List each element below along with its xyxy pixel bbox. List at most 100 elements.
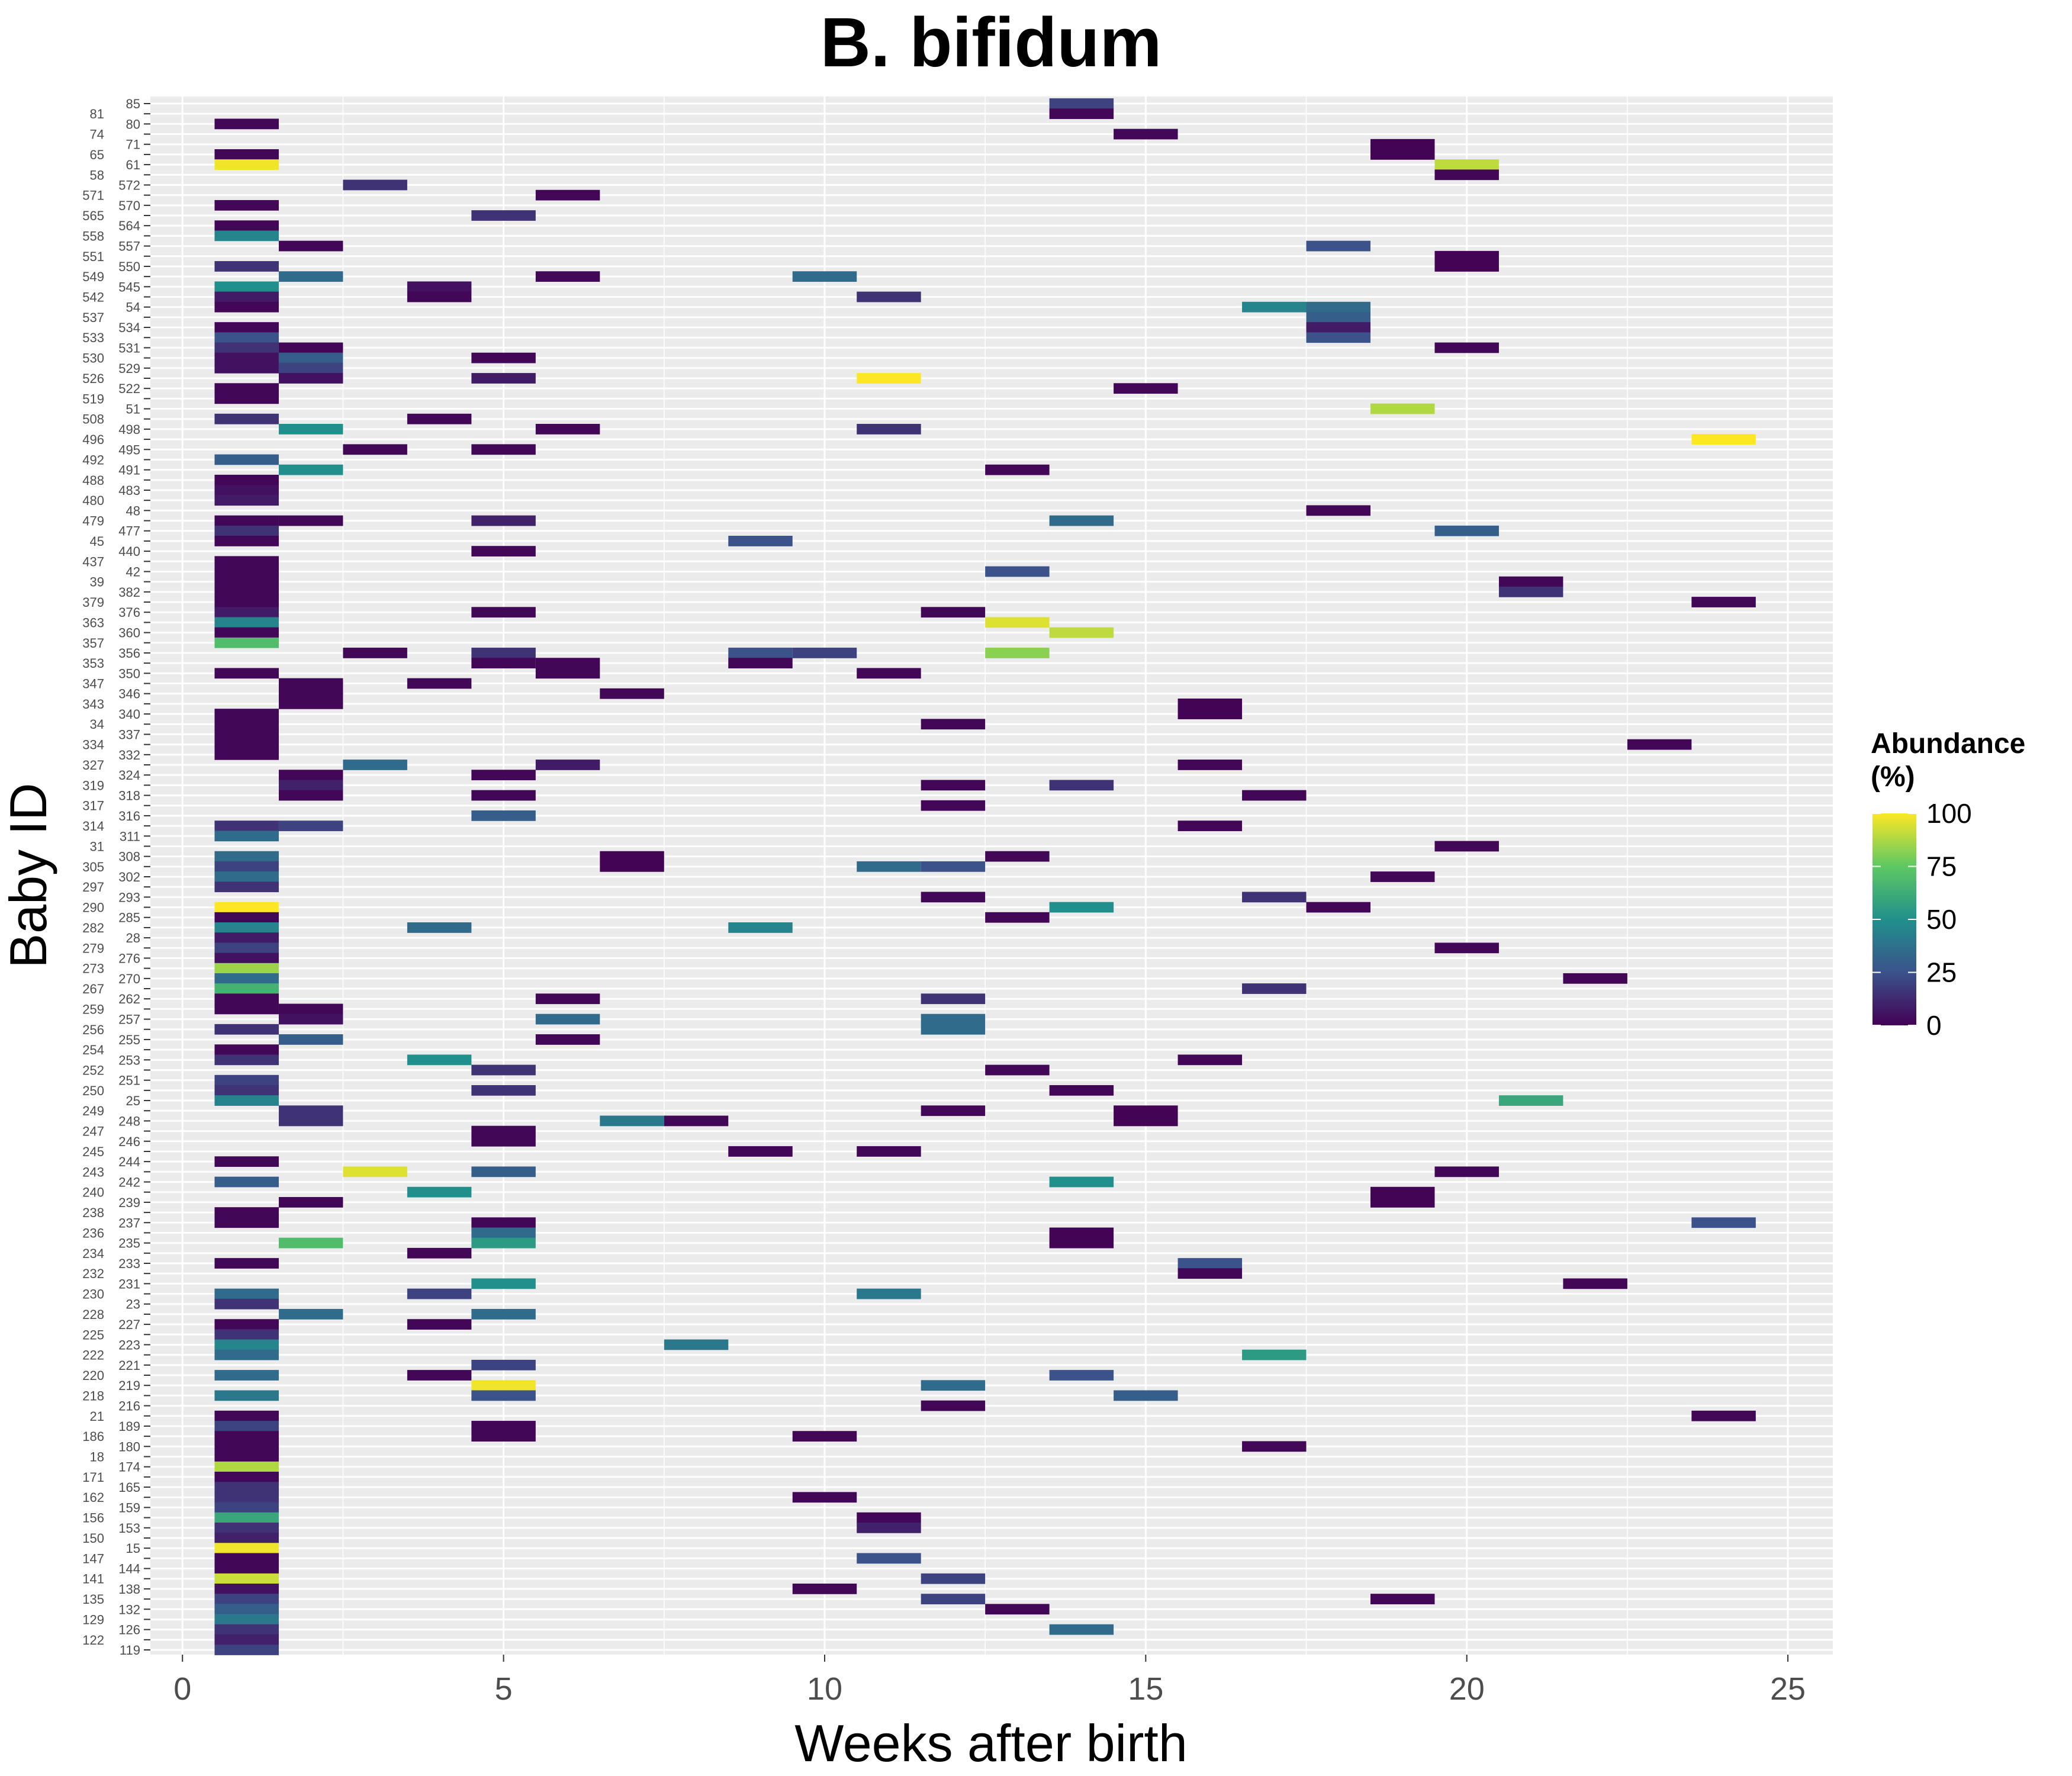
y-tick-label: 492 bbox=[82, 452, 104, 467]
heatmap-cell bbox=[214, 1095, 279, 1106]
heatmap-cell bbox=[1049, 627, 1114, 638]
heatmap-cell bbox=[985, 566, 1050, 577]
heatmap-cell bbox=[471, 1380, 536, 1391]
heatmap-cell bbox=[1434, 169, 1499, 181]
heatmap-cell bbox=[792, 1492, 857, 1503]
y-axis-title: Baby ID bbox=[0, 783, 57, 968]
heatmap-cell bbox=[471, 607, 536, 618]
heatmap-cell bbox=[1177, 1268, 1243, 1279]
y-tick-label: 343 bbox=[82, 697, 104, 712]
y-tick-label: 54 bbox=[126, 300, 140, 315]
legend-title-line1: Abundance bbox=[1871, 728, 2025, 760]
heatmap-cell bbox=[214, 627, 279, 638]
y-tick-label: 240 bbox=[82, 1185, 104, 1200]
heatmap-cell bbox=[278, 424, 343, 435]
heatmap-cell bbox=[278, 1034, 343, 1045]
heatmap-cell bbox=[214, 1156, 279, 1167]
heatmap-cell bbox=[343, 760, 407, 770]
heatmap-cell bbox=[214, 332, 279, 343]
heatmap-cell bbox=[214, 1614, 279, 1625]
heatmap-cell bbox=[214, 821, 279, 831]
heatmap-cell bbox=[1306, 311, 1370, 323]
heatmap-cell bbox=[471, 210, 536, 221]
y-tick-label: 257 bbox=[118, 1012, 140, 1027]
heatmap-cell bbox=[1306, 240, 1370, 252]
y-tick-label: 491 bbox=[118, 463, 140, 478]
y-tick-label: 519 bbox=[82, 391, 104, 406]
heatmap-cell bbox=[214, 1645, 279, 1655]
heatmap-cell bbox=[343, 648, 407, 658]
y-tick-label: 180 bbox=[118, 1439, 140, 1454]
y-tick-label: 360 bbox=[118, 626, 140, 641]
heatmap-cell bbox=[278, 770, 343, 781]
heatmap-cell bbox=[214, 261, 279, 272]
heatmap-cell bbox=[471, 1217, 536, 1228]
heatmap-cell bbox=[1177, 709, 1243, 719]
y-tick-label: 242 bbox=[118, 1175, 140, 1190]
heatmap-cell bbox=[214, 474, 279, 485]
heatmap-cell bbox=[407, 1319, 472, 1330]
y-tick-label: 48 bbox=[126, 503, 140, 518]
heatmap-cell bbox=[471, 1309, 536, 1320]
y-tick-label: 549 bbox=[82, 269, 104, 284]
heatmap-cell bbox=[471, 1390, 536, 1401]
y-tick-label: 571 bbox=[82, 188, 104, 203]
heatmap-cell bbox=[471, 1278, 536, 1289]
heatmap-cell bbox=[214, 709, 279, 719]
y-tick-label: 85 bbox=[126, 96, 140, 111]
heatmap-cell bbox=[214, 1624, 279, 1635]
y-tick-label: 542 bbox=[82, 290, 104, 305]
heatmap-cell bbox=[1627, 739, 1692, 750]
heatmap-cell bbox=[214, 851, 279, 862]
heatmap-cell bbox=[214, 617, 279, 628]
heatmap-cell bbox=[214, 1207, 279, 1218]
y-tick-label: 23 bbox=[126, 1297, 140, 1312]
y-tick-label: 237 bbox=[118, 1215, 140, 1230]
heatmap-cell bbox=[921, 719, 986, 730]
heatmap-cell bbox=[1306, 301, 1370, 313]
heatmap-cell bbox=[1434, 1166, 1499, 1177]
heatmap-cell bbox=[985, 464, 1050, 475]
y-tick-label: 81 bbox=[90, 107, 104, 121]
y-tick-label: 186 bbox=[82, 1429, 104, 1444]
heatmap-cell bbox=[278, 271, 343, 282]
heatmap-cell bbox=[857, 668, 921, 679]
y-tick-label: 347 bbox=[82, 677, 104, 691]
heatmap-cell bbox=[921, 1024, 986, 1035]
heatmap-cell bbox=[214, 576, 279, 587]
heatmap-cell bbox=[857, 424, 921, 435]
heatmap-cell bbox=[535, 760, 600, 770]
y-tick-label: 238 bbox=[82, 1205, 104, 1220]
y-tick-label: 440 bbox=[118, 544, 140, 559]
heatmap-cell bbox=[214, 362, 279, 374]
heatmap-cell bbox=[214, 1003, 279, 1015]
heatmap-cell bbox=[1177, 821, 1243, 831]
y-tick-label: 270 bbox=[118, 971, 140, 986]
heatmap-cell bbox=[214, 607, 279, 618]
y-tick-label: 334 bbox=[82, 738, 104, 752]
heatmap-cell bbox=[214, 1512, 279, 1523]
heatmap-cell bbox=[407, 1288, 472, 1299]
heatmap-cell bbox=[1049, 780, 1114, 791]
y-tick-label: 230 bbox=[82, 1287, 104, 1302]
heatmap-cell bbox=[214, 871, 279, 882]
heatmap-cell bbox=[278, 342, 343, 353]
y-tick-label: 357 bbox=[82, 636, 104, 651]
y-tick-label: 65 bbox=[90, 147, 104, 162]
heatmap-cell bbox=[214, 739, 279, 750]
y-tick-label: 235 bbox=[118, 1236, 140, 1251]
heatmap-cell bbox=[535, 993, 600, 1005]
heatmap-cell bbox=[1242, 790, 1307, 801]
heatmap-cell bbox=[214, 322, 279, 333]
y-tick-label: 223 bbox=[118, 1337, 140, 1352]
heatmap-cell bbox=[214, 1431, 279, 1442]
y-tick-label: 243 bbox=[82, 1164, 104, 1179]
heatmap-cell bbox=[857, 1553, 921, 1564]
heatmap-cell bbox=[278, 515, 343, 526]
heatmap-cell bbox=[921, 1573, 986, 1584]
heatmap-cell bbox=[278, 1309, 343, 1320]
heatmap-cell bbox=[471, 1359, 536, 1370]
heatmap-cell bbox=[1434, 250, 1499, 262]
y-tick-label: 39 bbox=[90, 575, 104, 590]
heatmap-cell bbox=[664, 1115, 729, 1127]
